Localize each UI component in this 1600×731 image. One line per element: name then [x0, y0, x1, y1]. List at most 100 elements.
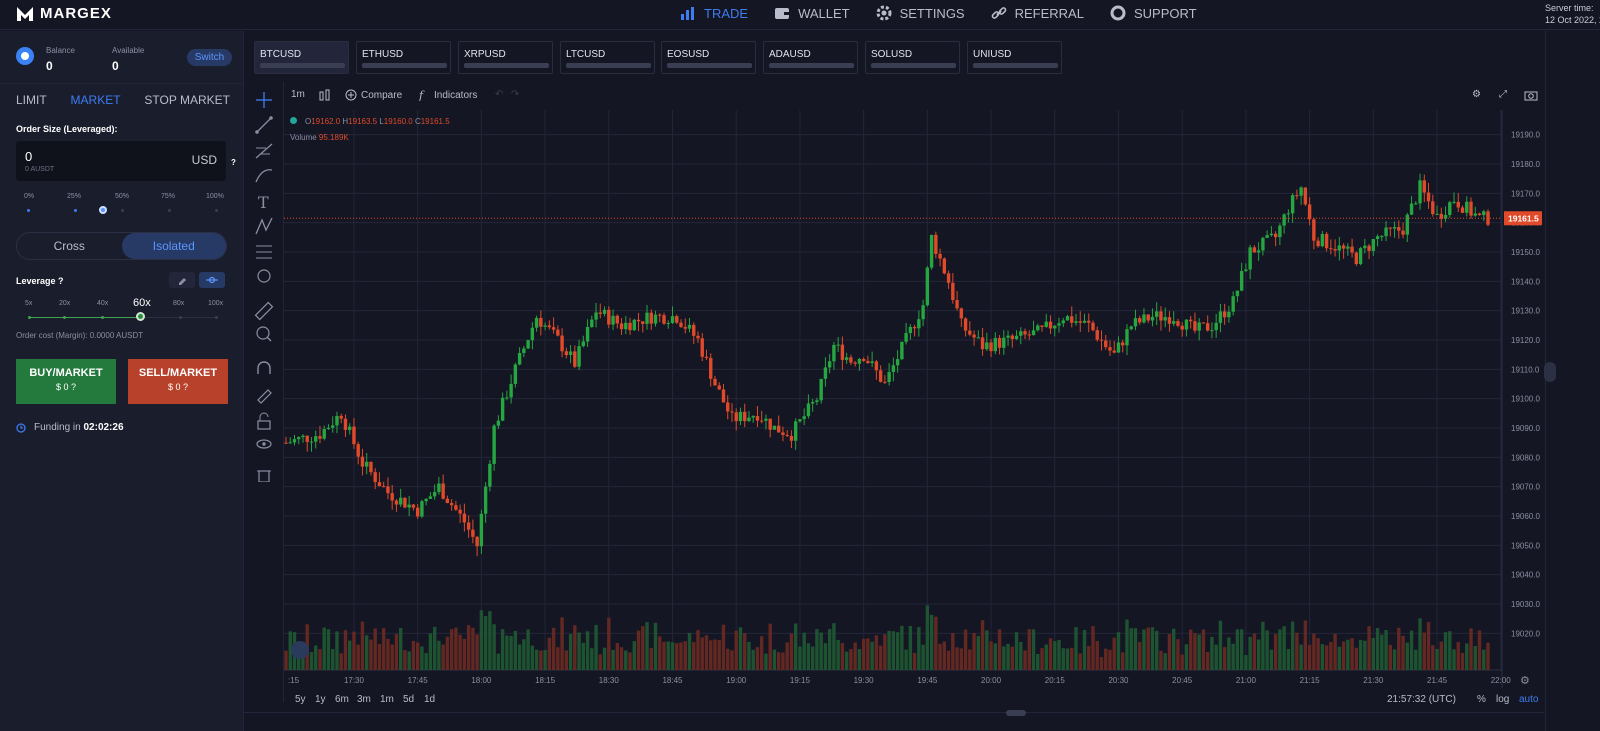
- market-tab-adausd[interactable]: ADAUSD: [763, 41, 858, 74]
- volume-bar: [496, 653, 501, 670]
- eye-icon[interactable]: [256, 439, 272, 449]
- range-1m[interactable]: 1m: [380, 694, 394, 705]
- order-size-help-icon[interactable]: ?: [231, 158, 236, 167]
- volume-bar: [1299, 644, 1303, 670]
- candle: [1155, 311, 1159, 317]
- candle: [734, 412, 738, 422]
- candle: [1477, 213, 1482, 216]
- edit-leverage-button[interactable]: [169, 272, 195, 288]
- candle: [1121, 342, 1125, 346]
- candle: [1014, 335, 1019, 340]
- x-tick-label: :15: [288, 676, 300, 685]
- expand-panel-handle[interactable]: [1544, 362, 1556, 382]
- market-tab-btcusd[interactable]: BTCUSD: [254, 41, 349, 74]
- slider-mode-button[interactable]: [199, 272, 225, 288]
- market-tab-ltcusd[interactable]: LTCUSD: [560, 41, 655, 74]
- pattern-icon[interactable]: [255, 217, 273, 235]
- tab-limit[interactable]: LIMIT: [16, 93, 47, 107]
- volume-bar: [530, 645, 535, 670]
- candle: [437, 483, 441, 493]
- isolated-option[interactable]: Isolated: [121, 233, 226, 259]
- candle-type-icon[interactable]: [319, 89, 331, 103]
- interval-selector[interactable]: 1m: [291, 89, 305, 100]
- volume-bar: [827, 628, 832, 670]
- range-5y[interactable]: 5y: [295, 694, 306, 705]
- zoom-in-icon[interactable]: [256, 326, 272, 342]
- undo-icon[interactable]: ↶: [495, 89, 504, 100]
- slider-dot: [121, 209, 124, 212]
- candle: [1053, 325, 1057, 329]
- slider-dot: [215, 316, 218, 319]
- magnet-icon[interactable]: [257, 361, 271, 374]
- volume-bar: [297, 649, 301, 670]
- volume-bar: [1031, 629, 1036, 670]
- size-slider-knob[interactable]: [99, 206, 107, 214]
- tab-market[interactable]: MARKET: [70, 93, 121, 107]
- panel-resize-handle[interactable]: [1006, 710, 1026, 716]
- range-1y[interactable]: 1y: [315, 694, 326, 705]
- log-toggle[interactable]: log: [1496, 694, 1510, 705]
- market-tab-xrpusd[interactable]: XRPUSD: [458, 41, 553, 74]
- buy-market-button[interactable]: BUY/MARKET $ 0 ?: [16, 359, 116, 404]
- crosshair-icon[interactable]: [256, 92, 272, 108]
- volume-bar: [1358, 639, 1363, 670]
- fib-icon[interactable]: [255, 143, 273, 159]
- trash-icon[interactable]: [257, 470, 271, 483]
- indicators-button[interactable]: f Indicators: [418, 89, 478, 101]
- chart-settings-icon[interactable]: ⚙: [1472, 89, 1481, 100]
- lock-icon[interactable]: [257, 412, 271, 430]
- volume-bar: [1155, 630, 1159, 670]
- ruler-icon[interactable]: [254, 301, 274, 321]
- volume-bar: [1384, 630, 1388, 670]
- volume-bar: [590, 648, 594, 670]
- nav-support[interactable]: SUPPORT: [1110, 5, 1197, 21]
- tab-stop-market[interactable]: STOP MARKET: [144, 93, 230, 107]
- trend-line-icon[interactable]: [255, 116, 273, 134]
- candle: [1142, 314, 1146, 323]
- volume-bar: [1482, 649, 1486, 670]
- leverage-slider-knob[interactable]: [136, 312, 145, 321]
- candle: [411, 504, 416, 508]
- brush-icon[interactable]: [255, 169, 273, 183]
- leverage-help-icon[interactable]: ?: [58, 276, 64, 286]
- market-tab-solusd[interactable]: SOLUSD: [865, 41, 960, 74]
- volume-bar: [394, 634, 399, 670]
- market-tab-uniusd[interactable]: UNIUSD: [967, 41, 1062, 74]
- brand-logo[interactable]: MARGEX: [16, 5, 112, 22]
- camera-icon[interactable]: [1524, 89, 1538, 101]
- switch-button[interactable]: Switch: [187, 49, 232, 66]
- nav-settings[interactable]: SETTINGS: [876, 5, 965, 21]
- fullscreen-icon[interactable]: ⤢: [1499, 89, 1507, 100]
- range-5d[interactable]: 5d: [403, 694, 415, 705]
- candle: [628, 322, 632, 331]
- text-icon[interactable]: T: [258, 193, 269, 212]
- emoji-icon[interactable]: [257, 269, 271, 283]
- percent-toggle[interactable]: %: [1477, 694, 1486, 705]
- nav-wallet[interactable]: WALLET: [774, 5, 850, 21]
- volume-bar: [1244, 655, 1248, 670]
- range-6m[interactable]: 6m: [335, 694, 349, 705]
- candle: [1019, 331, 1023, 336]
- price-chart[interactable]: 19190.019180.019170.019160.019150.019140…: [284, 110, 1544, 688]
- candle: [934, 234, 938, 254]
- market-tab-ethusd[interactable]: ETHUSD: [356, 41, 451, 74]
- volume-bar: [636, 630, 641, 670]
- redo-icon[interactable]: ↷: [511, 89, 520, 100]
- candle: [539, 317, 543, 327]
- nav-referral[interactable]: REFERRAL: [991, 5, 1084, 21]
- order-size-input[interactable]: 0 0 AUSDT USD: [16, 141, 226, 181]
- nav-trade[interactable]: TRADE: [680, 5, 748, 21]
- candle: [479, 513, 484, 547]
- market-tab-eosusd[interactable]: EOSUSD: [661, 41, 756, 74]
- range-3m[interactable]: 3m: [357, 694, 371, 705]
- compare-button[interactable]: Compare: [345, 89, 402, 101]
- volume-bar: [1363, 640, 1367, 670]
- auto-toggle[interactable]: auto: [1519, 694, 1539, 705]
- sell-market-button[interactable]: SELL/MARKET $ 0 ?: [128, 359, 228, 404]
- range-1d[interactable]: 1d: [424, 694, 436, 705]
- prediction-icon[interactable]: [256, 245, 272, 259]
- lock-drawing-icon[interactable]: [257, 389, 272, 404]
- candle: [980, 337, 985, 350]
- cross-option[interactable]: Cross: [53, 239, 85, 253]
- volume-bar: [1235, 629, 1240, 670]
